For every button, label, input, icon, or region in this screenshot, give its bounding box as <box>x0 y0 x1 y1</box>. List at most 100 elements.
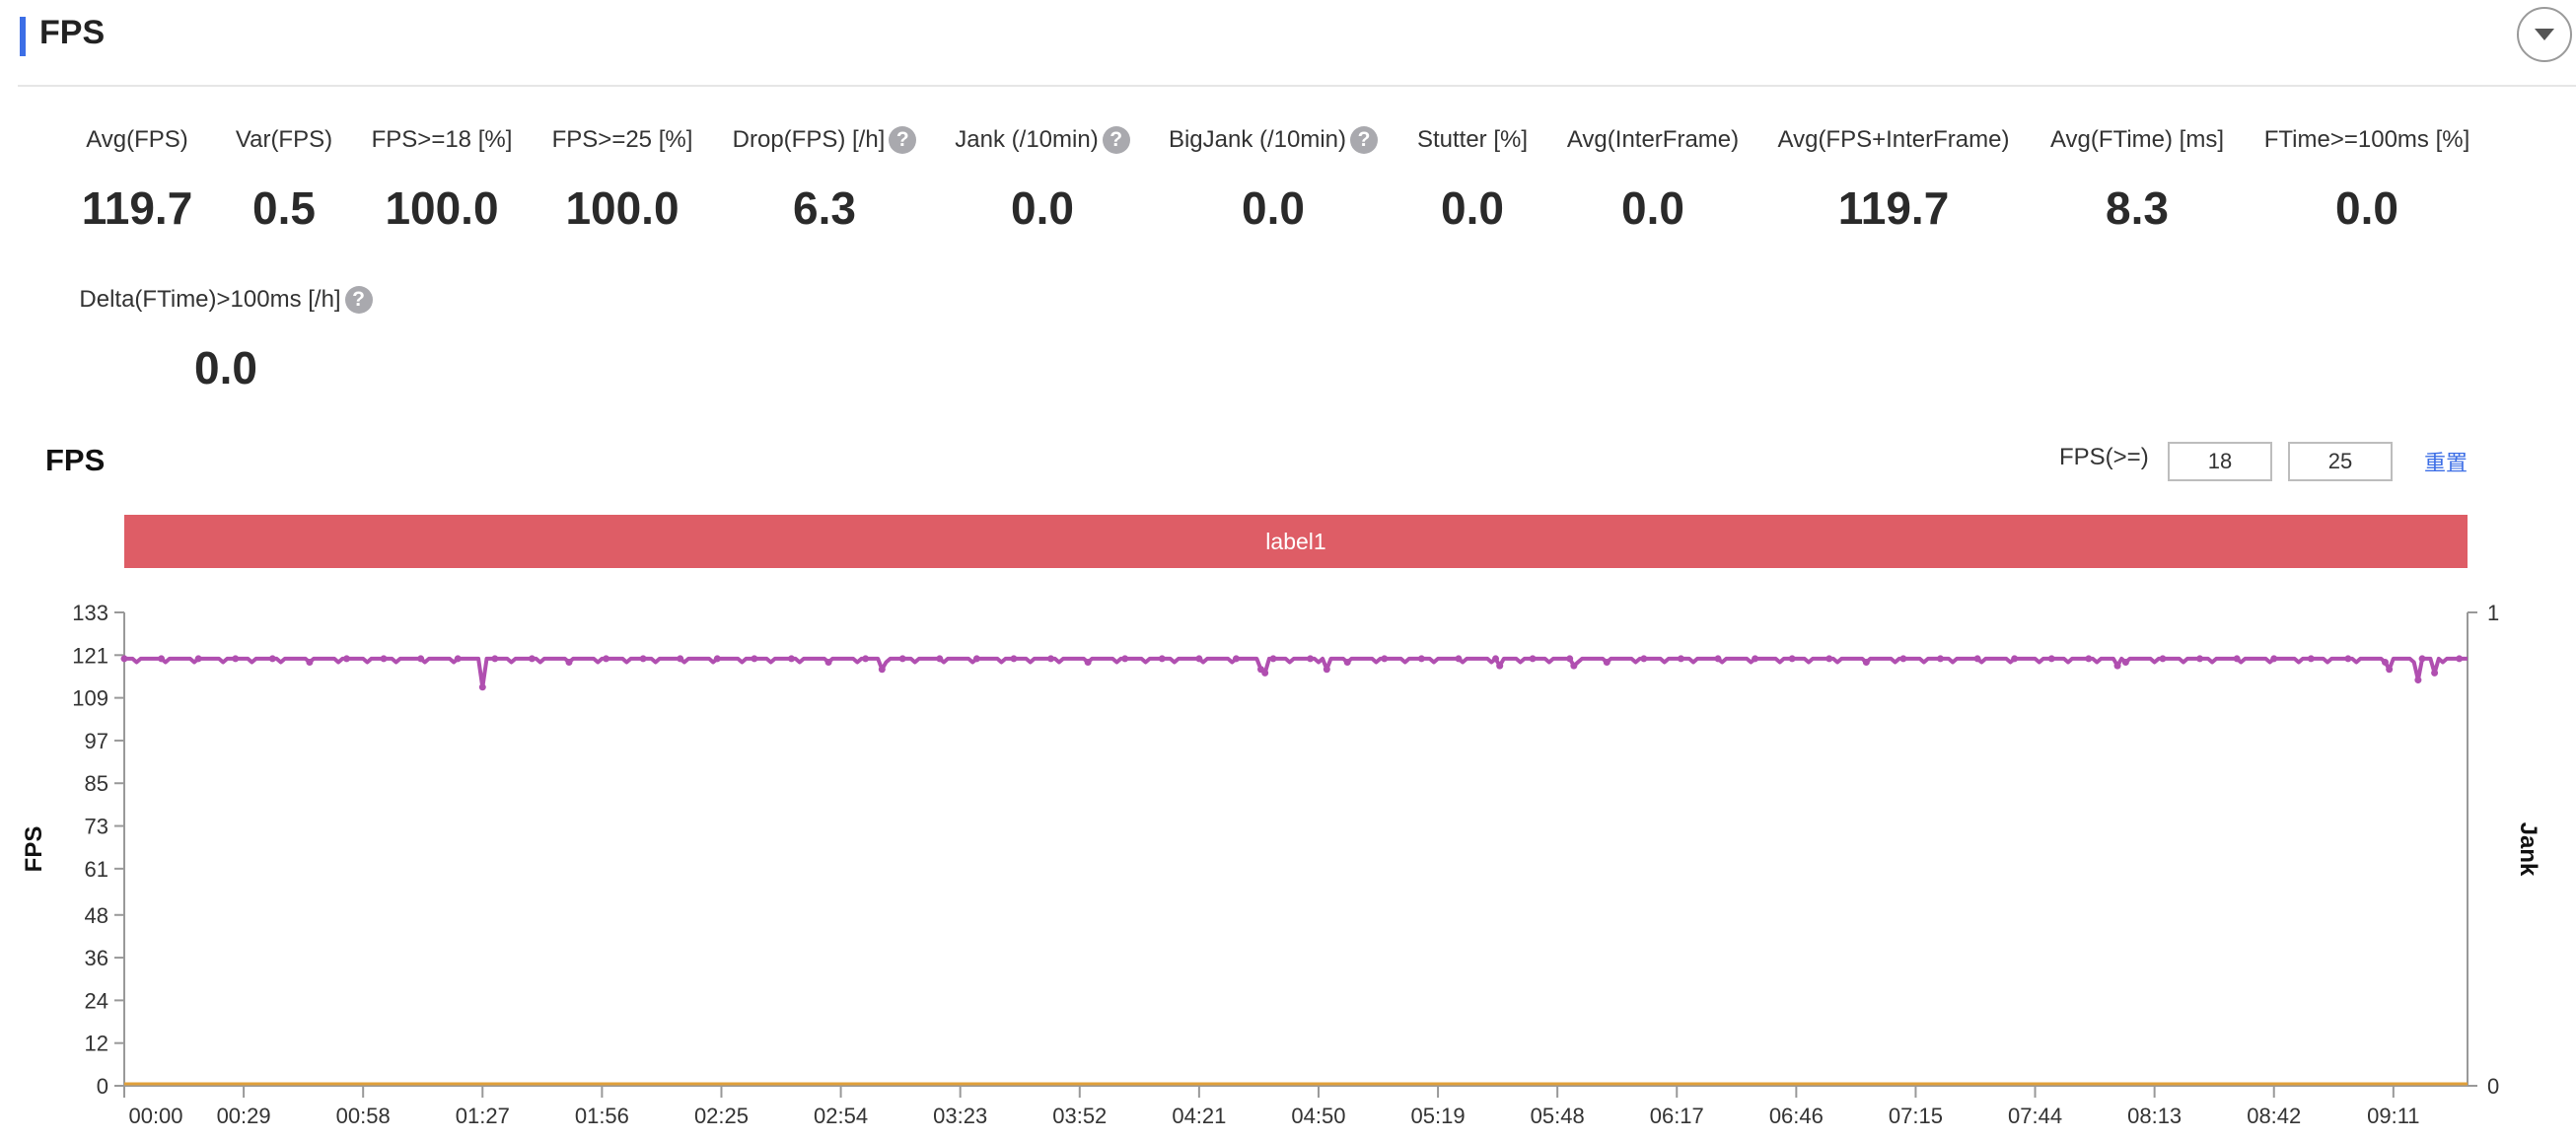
fps-point <box>1343 659 1351 667</box>
help-icon[interactable]: ? <box>344 286 373 314</box>
metric-value: 0.0 <box>194 342 257 393</box>
metric-value: 119.7 <box>81 182 193 234</box>
fps-point <box>1121 655 1129 663</box>
label-band[interactable]: label1 <box>124 515 2468 568</box>
help-icon[interactable]: ? <box>1350 126 1379 154</box>
metric-value: 0.0 <box>1441 182 1504 234</box>
metric-label: FTime>=100ms [%] <box>2263 126 2470 153</box>
metric-card: Drop(FPS) [/h]? 6.3 <box>608 120 1041 235</box>
fps-point <box>1232 655 1240 663</box>
fps-point <box>1455 655 1463 663</box>
fps-point <box>2344 655 2352 663</box>
y-tick-label: 97 <box>85 729 108 753</box>
collapse-button[interactable] <box>2517 7 2572 62</box>
fps-point <box>2381 659 2389 667</box>
x-tick-label: 06:17 <box>1650 1104 1704 1128</box>
fps-point <box>898 655 906 663</box>
fps-point <box>1677 655 1684 663</box>
fps-point <box>342 655 350 663</box>
metric-card: Stutter [%] 0.0 <box>1255 120 1689 235</box>
metric-value: 0.0 <box>2335 182 2398 234</box>
fps-point <box>2047 655 2055 663</box>
fps-series-line <box>124 656 2468 689</box>
fps-point <box>713 655 721 663</box>
fps-point <box>824 659 832 667</box>
y-tick-label: 24 <box>85 988 108 1013</box>
fps-point <box>2113 662 2121 670</box>
fps-point <box>1566 655 1574 663</box>
fps-point <box>1714 655 1722 663</box>
fps-point <box>158 655 166 663</box>
fps-point <box>120 655 128 663</box>
fps-point <box>1417 655 1425 663</box>
fps-point <box>2418 655 2426 663</box>
metric-value: 100.0 <box>565 182 680 234</box>
metric-card: BigJank (/10min)? 0.0 <box>1056 120 1490 235</box>
fps-point <box>1195 655 1203 663</box>
y-tick-label: 48 <box>85 903 108 928</box>
help-icon[interactable]: ? <box>889 126 917 154</box>
y-tick-label: 133 <box>72 601 108 625</box>
fps-chart[interactable]: 0 12 24 36 48 61 73 85 97 109 121 133 0 1 00:00 00:29 00… <box>0 582 2576 1142</box>
metric-label: FPS>=25 [%] <box>551 126 693 153</box>
fps-threshold-high-input[interactable] <box>2288 442 2393 481</box>
x-tick-label: 08:42 <box>2247 1104 2301 1128</box>
x-tick-label: 03:23 <box>933 1104 987 1128</box>
fps-point <box>1492 655 1500 663</box>
fps-point <box>936 655 944 663</box>
fps-point <box>565 659 573 667</box>
y-tick-label: 73 <box>85 815 108 839</box>
section-title: FPS <box>39 14 106 51</box>
metric-card: Delta(FTime)>100ms [/h]? 0.0 <box>9 280 443 394</box>
metric-label: Avg(FTime) [ms] <box>2049 126 2224 153</box>
fps-point <box>751 655 758 663</box>
chart-title: FPS <box>45 443 106 477</box>
fps-point <box>878 666 886 674</box>
fps-point <box>1269 655 1277 663</box>
fps-point <box>2414 677 2422 684</box>
fps-point <box>1937 655 1945 663</box>
metric-label: Avg(FPS+InterFrame) <box>1777 126 2010 153</box>
fps-point <box>2011 655 2019 663</box>
metric-value: 8.3 <box>2106 182 2169 234</box>
y-tick-label: 109 <box>72 686 108 711</box>
y-tick-label: 61 <box>85 857 108 882</box>
fps-point <box>2159 655 2167 663</box>
y-tick-label: 85 <box>85 771 108 796</box>
section-header: FPS <box>18 0 2576 87</box>
fps-point <box>232 655 240 663</box>
fps-point <box>1261 669 1269 677</box>
fps-point <box>478 683 486 691</box>
fps-point <box>454 655 462 663</box>
fps-point <box>2233 655 2241 663</box>
fps-point <box>1640 655 1648 663</box>
help-icon[interactable]: ? <box>1102 126 1130 154</box>
y2-tick-label: 1 <box>2487 601 2499 625</box>
x-tick-label: 07:44 <box>2008 1104 2062 1128</box>
metric-label: Stutter [%] <box>1416 126 1529 153</box>
x-tick-label: 06:46 <box>1769 1104 1824 1128</box>
metric-value: 6.3 <box>793 182 856 234</box>
y2-axis-title: Jank <box>2515 822 2541 877</box>
x-tick-label: 01:56 <box>575 1104 629 1128</box>
x-tick-label: 01:27 <box>456 1104 510 1128</box>
metric-card: FTime>=100ms [%] 0.0 <box>2150 120 2576 235</box>
fps-point <box>2307 655 2315 663</box>
metric-card: Var(FPS) 0.5 <box>67 120 501 235</box>
fps-point <box>603 655 610 663</box>
fps-point <box>1010 655 1018 663</box>
chevron-down-icon <box>2535 29 2554 40</box>
y-tick-label: 36 <box>85 946 108 970</box>
x-tick-label: 00:58 <box>336 1104 391 1128</box>
metric-value: 0.5 <box>252 182 316 234</box>
metric-value: 100.0 <box>385 182 499 234</box>
fps-point <box>2196 655 2204 663</box>
fps-point <box>2386 666 2394 674</box>
x-tick-label: 08:13 <box>2127 1104 2182 1128</box>
fps-threshold-low-input[interactable] <box>2168 442 2272 481</box>
fps-point <box>862 655 870 663</box>
reset-link[interactable]: 重置 <box>2424 451 2469 475</box>
y-tick-label: 121 <box>72 643 108 668</box>
fps-point <box>639 655 647 663</box>
fps-point <box>2085 655 2093 663</box>
